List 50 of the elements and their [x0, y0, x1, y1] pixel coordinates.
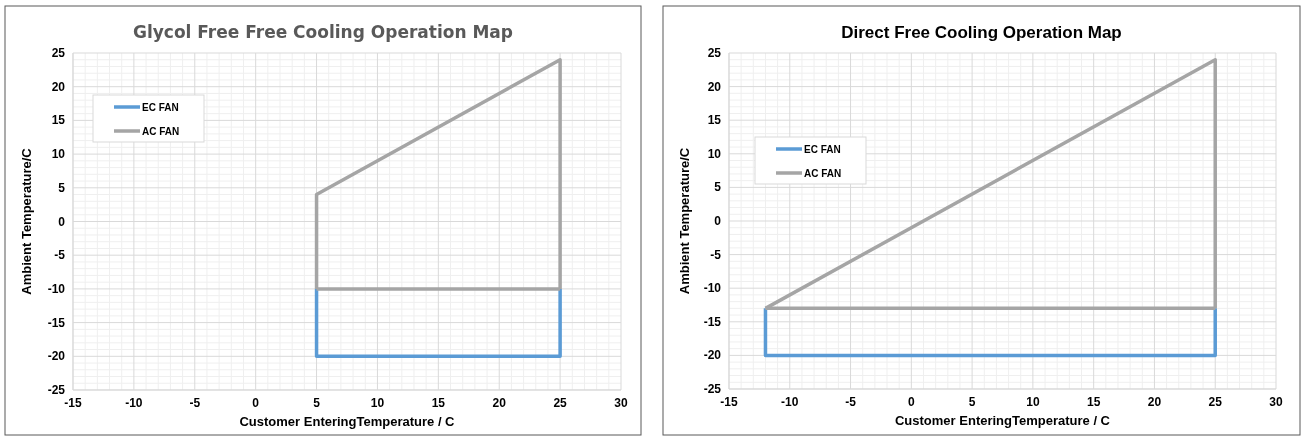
y-tick-label: 20: [51, 79, 66, 94]
x-tick-label: 5: [313, 396, 321, 410]
y-axis-title: Ambient Temperature/C: [677, 147, 692, 295]
chart-title: Glycol Free Free Cooling Operation Map: [132, 22, 514, 42]
y-tick-label: 10: [707, 146, 722, 161]
x-tick-label: -10: [125, 396, 143, 410]
x-tick-label: 0: [907, 395, 915, 409]
x-axis-title: Customer EnteringTemperature / C: [239, 414, 456, 429]
y-tick-label: -5: [710, 247, 722, 262]
y-tick-label: -15: [703, 314, 722, 329]
legend-label: AC FAN: [142, 126, 180, 137]
x-tick-label: 15: [431, 396, 446, 410]
y-tick-label: -20: [703, 348, 722, 363]
y-tick-label: 25: [51, 46, 66, 60]
y-tick-label: -20: [47, 349, 66, 364]
x-tick-label: 10: [370, 396, 385, 410]
x-axis-title: Customer EnteringTemperature / C: [894, 413, 1111, 428]
y-tick-label: 5: [714, 180, 722, 195]
y-tick-label: 0: [714, 214, 722, 228]
y-tick-label: 15: [707, 113, 722, 128]
y-tick-label: 10: [51, 147, 66, 162]
legend-label: EC FAN: [804, 144, 841, 155]
x-tick-label: 15: [1086, 395, 1101, 409]
y-axis-title: Ambient Temperature/C: [19, 147, 34, 295]
y-tick-label: -25: [47, 383, 66, 397]
y-tick-label: -10: [47, 281, 66, 296]
x-tick-label: 30: [1269, 395, 1283, 409]
x-tick-label: 20: [1147, 395, 1162, 409]
x-tick-label: 20: [492, 396, 507, 410]
x-tick-label: 5: [968, 395, 976, 409]
x-tick-label: 30: [614, 396, 628, 410]
y-tick-label: 20: [707, 79, 722, 94]
x-tick-label: -5: [845, 395, 857, 409]
x-tick-label: 25: [1208, 395, 1223, 409]
y-tick-label: -5: [54, 248, 66, 263]
legend-label: EC FAN: [142, 102, 179, 113]
legend-label: AC FAN: [804, 168, 842, 179]
y-tick-label: -15: [47, 315, 66, 330]
y-tick-label: 15: [51, 113, 66, 128]
x-tick-label: -10: [781, 395, 799, 409]
y-tick-label: -10: [703, 281, 722, 296]
y-tick-label: 5: [58, 180, 66, 195]
y-tick-label: 0: [58, 214, 66, 229]
x-tick-label: 10: [1026, 395, 1040, 409]
y-tick-label: 25: [707, 46, 722, 60]
x-tick-label: 25: [553, 396, 568, 410]
x-tick-label: 0: [252, 396, 260, 410]
y-tick-label: -25: [703, 382, 722, 396]
chart-title: Direct Free Cooling Operation Map: [841, 23, 1122, 42]
x-tick-label: -5: [189, 396, 201, 410]
